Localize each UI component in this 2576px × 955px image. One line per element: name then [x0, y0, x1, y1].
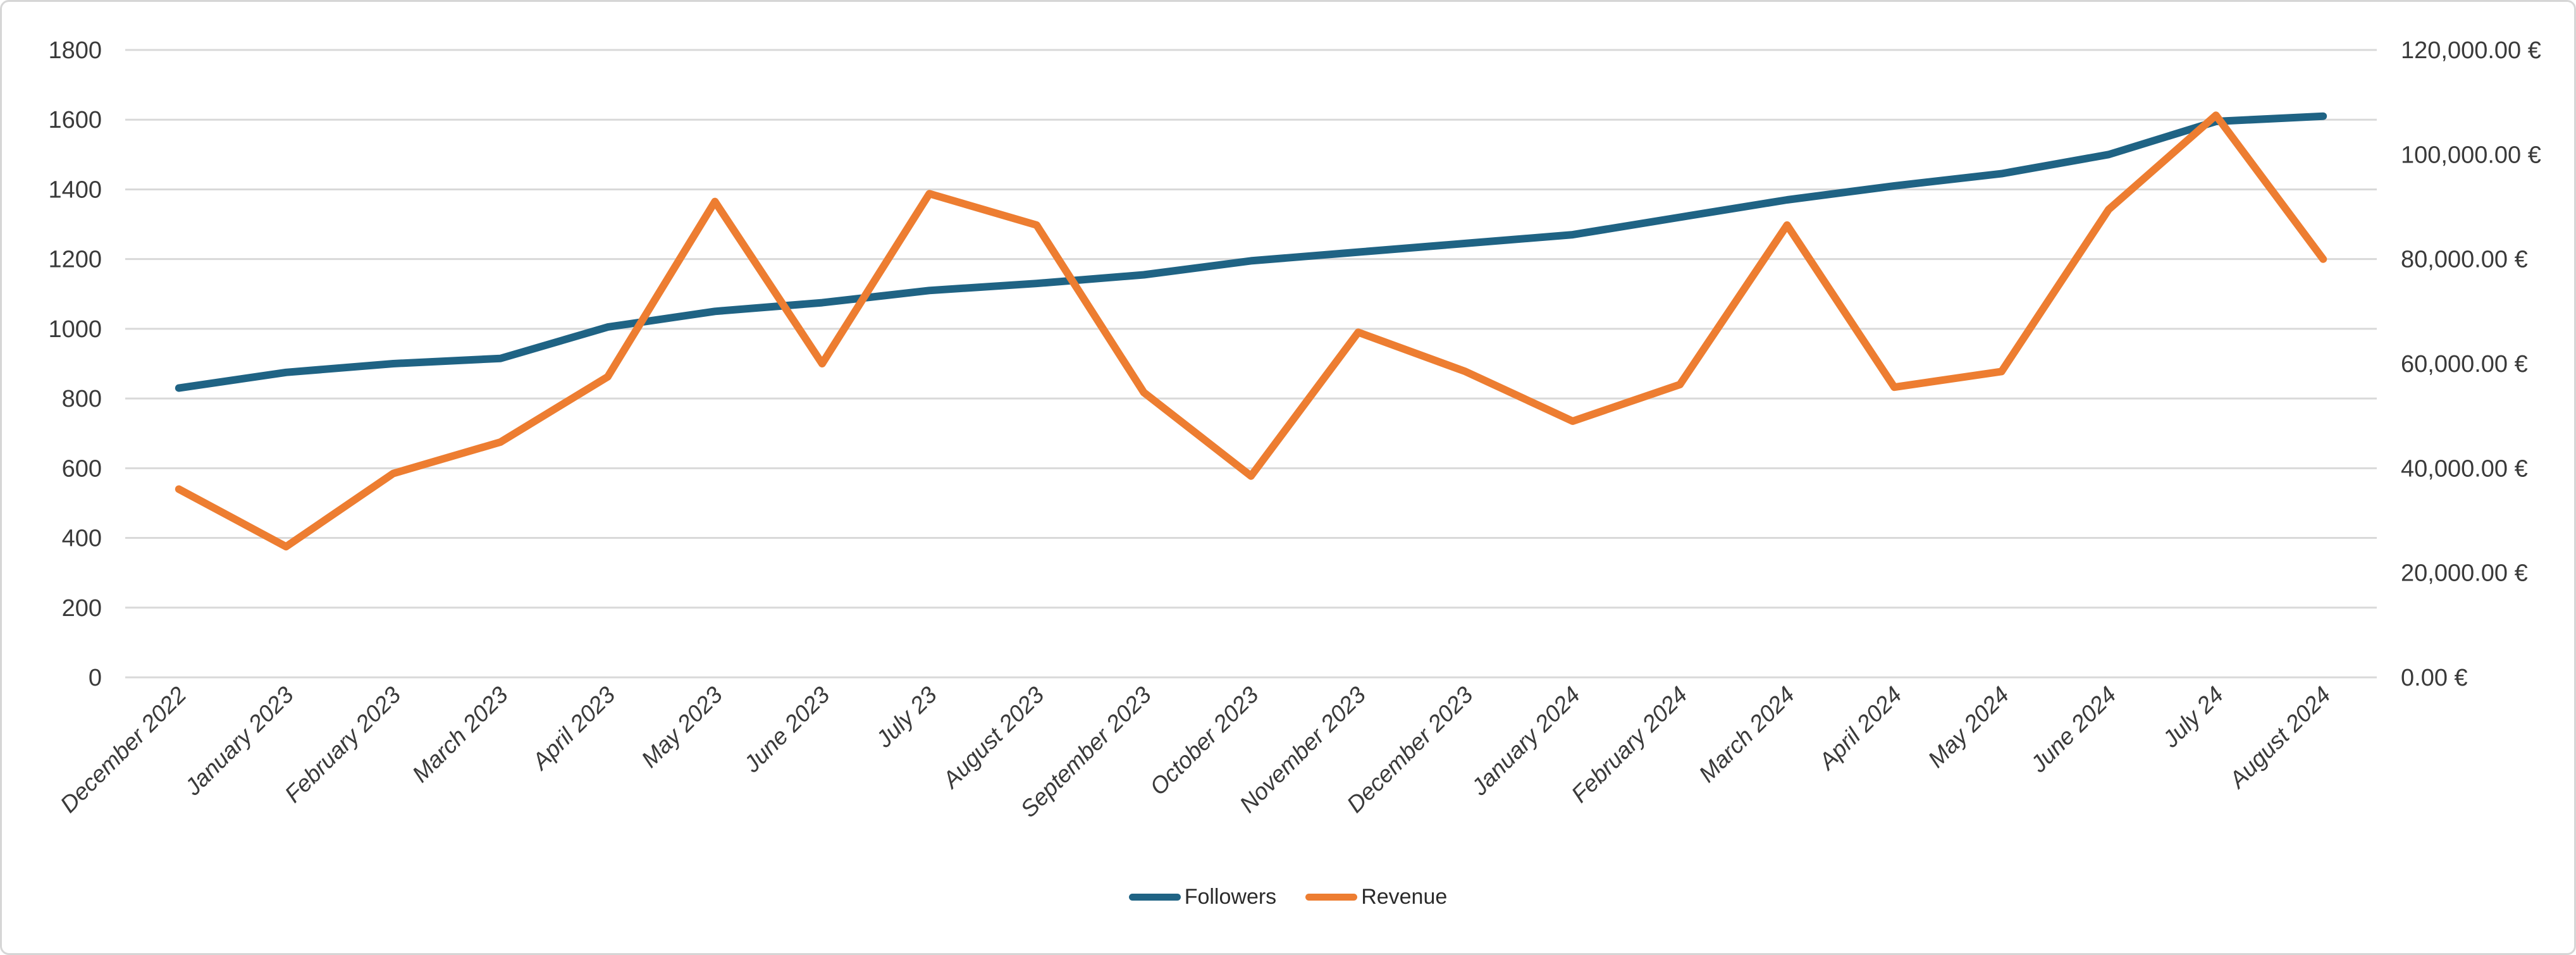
- legend-item-followers: Followers: [1128, 885, 1277, 909]
- y-axis-right-tick: 40,000.00 €: [2401, 455, 2528, 482]
- revenue-line-swatch: [1305, 893, 1358, 901]
- x-axis-label: May 2024: [1923, 682, 2014, 773]
- x-axis-label: January 2023: [180, 681, 299, 801]
- x-axis-label: February 2023: [280, 681, 405, 807]
- gridlines: [125, 49, 2377, 679]
- x-axis-label: May 2023: [636, 681, 727, 772]
- x-axis-label: April 2024: [1813, 682, 1907, 775]
- y-axis-left-tick: 1600: [48, 107, 102, 133]
- y-axis-right-tick: 60,000.00 €: [2401, 351, 2528, 378]
- y-axis-left-tick: 600: [62, 455, 102, 482]
- y-axis-left-tick: 1000: [48, 316, 102, 343]
- legend-label-followers: Followers: [1184, 885, 1277, 909]
- x-axis-label: June 2024: [2025, 682, 2121, 778]
- y-axis-left-tick: 1800: [48, 37, 102, 64]
- x-axis-label: July 24: [2157, 682, 2229, 753]
- legend-item-revenue: Revenue: [1305, 886, 1447, 908]
- x-axis-label: August 2024: [2224, 682, 2336, 794]
- revenue-line: [175, 111, 2327, 551]
- y-axis-right-tick: 120,000.00 €: [2401, 37, 2541, 64]
- y-axis-left-tick: 1200: [48, 247, 102, 273]
- y-axis-right-tick: 100,000.00 €: [2401, 142, 2541, 168]
- y-axis-left-tick: 800: [62, 386, 102, 412]
- x-axis-label: August 2023: [937, 681, 1049, 794]
- followers-line-swatch: [1128, 893, 1181, 901]
- x-axis-label: February 2024: [1567, 682, 1692, 808]
- y-axis-left-tick: 200: [62, 595, 102, 622]
- y-axis-left-labels: 0 200 400 600 800 1000 1200 1400 1600 1800: [48, 37, 102, 691]
- x-axis-label: July 23: [870, 681, 942, 753]
- series-lines: [175, 111, 2327, 551]
- x-axis-label: January 2024: [1466, 682, 1585, 801]
- followers-line: [175, 112, 2327, 392]
- y-axis-right-tick: 0.00 €: [2401, 665, 2468, 691]
- y-axis-right-tick: 80,000.00 €: [2401, 247, 2528, 273]
- x-axis-label: June 2023: [739, 681, 835, 777]
- y-axis-right-labels: 0.00 € 20,000.00 € 40,000.00 € 60,000.00 € 8…: [2401, 37, 2541, 691]
- x-axis-label: March 2024: [1694, 682, 1799, 787]
- x-axis-label: December 2022: [55, 681, 191, 817]
- chart-legend: Followers Revenue: [2, 886, 2574, 908]
- x-axis-label: October 2023: [1145, 681, 1264, 800]
- x-axis-label: March 2023: [407, 681, 513, 787]
- y-axis-left-tick: 400: [62, 526, 102, 552]
- legend-label-revenue: Revenue: [1361, 885, 1448, 909]
- y-axis-left-tick: 1400: [48, 176, 102, 203]
- y-axis-right-tick: 20,000.00 €: [2401, 560, 2528, 587]
- y-axis-left-tick: 0: [89, 665, 102, 691]
- x-axis-label: April 2023: [526, 681, 620, 775]
